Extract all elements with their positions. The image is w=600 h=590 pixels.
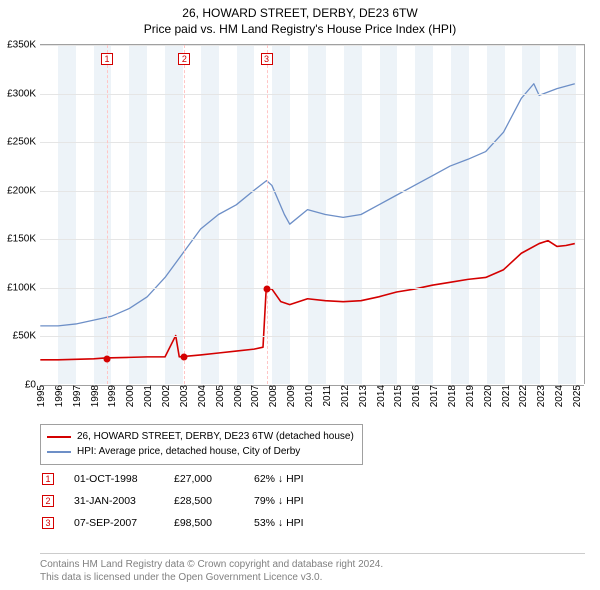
annotation-price: £98,500 <box>174 517 234 529</box>
event-vline <box>184 45 185 384</box>
legend-swatch-property <box>47 436 71 438</box>
annotation-delta: 79% ↓ HPI <box>254 495 304 507</box>
annotation-row: 3 07-SEP-2007 £98,500 53% ↓ HPI <box>40 512 304 534</box>
event-marker-box: 1 <box>101 53 113 65</box>
event-vline <box>107 45 108 384</box>
x-axis-label: 1996 <box>54 385 57 407</box>
x-axis-label: 1997 <box>72 385 75 407</box>
x-axis-label: 2021 <box>501 385 504 407</box>
x-axis-label: 2016 <box>411 385 414 407</box>
y-axis-label: £100K <box>2 282 36 293</box>
legend: 26, HOWARD STREET, DERBY, DE23 6TW (deta… <box>40 424 363 465</box>
annotation-table: 1 01-OCT-1998 £27,000 62% ↓ HPI 2 31-JAN-2003… <box>40 468 304 534</box>
x-axis-label: 2025 <box>572 385 575 407</box>
x-axis-label: 1998 <box>90 385 93 407</box>
event-vline <box>267 45 268 384</box>
x-axis-label: 2024 <box>554 385 557 407</box>
event-dot <box>181 354 188 361</box>
gridline-h <box>40 94 584 95</box>
annotation-price: £28,500 <box>174 495 234 507</box>
x-axis-label: 2018 <box>447 385 450 407</box>
annotation-price: £27,000 <box>174 473 234 485</box>
title-line-1: 26, HOWARD STREET, DERBY, DE23 6TW <box>0 6 600 22</box>
gridline-h <box>40 239 584 240</box>
x-axis-label: 2007 <box>250 385 253 407</box>
y-axis-label: £150K <box>2 234 36 245</box>
event-marker-box: 2 <box>178 53 190 65</box>
x-axis-label: 2004 <box>197 385 200 407</box>
annotation-date: 01-OCT-1998 <box>74 473 154 485</box>
legend-row-property: 26, HOWARD STREET, DERBY, DE23 6TW (deta… <box>47 429 354 444</box>
annotation-box: 1 <box>42 473 54 485</box>
annotation-row: 2 31-JAN-2003 £28,500 79% ↓ HPI <box>40 490 304 512</box>
x-axis-label: 2012 <box>340 385 343 407</box>
x-axis-label: 2010 <box>304 385 307 407</box>
event-dot <box>104 355 111 362</box>
annotation-delta: 62% ↓ HPI <box>254 473 304 485</box>
y-axis-label: £0 <box>2 380 36 391</box>
chart-plot-area: £0£50K£100K£150K£200K£250K£300K£350K1995… <box>40 44 585 384</box>
gridline-h <box>40 336 584 337</box>
annotation-box: 3 <box>42 517 54 529</box>
event-marker-box: 3 <box>261 53 273 65</box>
x-axis-label: 2008 <box>268 385 271 407</box>
gridline-h <box>40 45 584 46</box>
x-axis-label: 2001 <box>143 385 146 407</box>
annotation-box: 2 <box>42 495 54 507</box>
chart-series-line <box>40 241 574 360</box>
x-axis-label: 1995 <box>36 385 39 407</box>
y-axis-label: £50K <box>2 331 36 342</box>
legend-swatch-hpi <box>47 451 71 453</box>
gridline-h <box>40 191 584 192</box>
chart-series-line <box>40 84 574 326</box>
x-axis-label: 1999 <box>107 385 110 407</box>
legend-label-hpi: HPI: Average price, detached house, City… <box>77 444 300 459</box>
footer-line-1: Contains HM Land Registry data © Crown c… <box>40 558 585 571</box>
footer-line-2: This data is licensed under the Open Gov… <box>40 571 585 584</box>
x-axis-label: 2002 <box>161 385 164 407</box>
x-axis-label: 2003 <box>179 385 182 407</box>
gridline-h <box>40 288 584 289</box>
x-axis-label: 2013 <box>358 385 361 407</box>
x-axis-label: 2011 <box>322 385 325 407</box>
y-axis-label: £200K <box>2 185 36 196</box>
annotation-delta: 53% ↓ HPI <box>254 517 304 529</box>
gridline-h <box>40 142 584 143</box>
x-axis-label: 2019 <box>465 385 468 407</box>
y-axis-label: £350K <box>2 40 36 51</box>
x-axis-label: 2017 <box>429 385 432 407</box>
event-dot <box>263 286 270 293</box>
y-axis-label: £250K <box>2 137 36 148</box>
x-axis-label: 2023 <box>536 385 539 407</box>
y-axis-label: £300K <box>2 88 36 99</box>
x-axis-label: 2022 <box>518 385 521 407</box>
annotation-row: 1 01-OCT-1998 £27,000 62% ↓ HPI <box>40 468 304 490</box>
x-axis-label: 2009 <box>286 385 289 407</box>
title-line-2: Price paid vs. HM Land Registry's House … <box>0 22 600 38</box>
x-axis-label: 2005 <box>215 385 218 407</box>
chart-svg <box>40 45 584 384</box>
x-axis-label: 2020 <box>483 385 486 407</box>
annotation-date: 07-SEP-2007 <box>74 517 154 529</box>
x-axis-label: 2000 <box>125 385 128 407</box>
legend-label-property: 26, HOWARD STREET, DERBY, DE23 6TW (deta… <box>77 429 354 444</box>
x-axis-label: 2014 <box>376 385 379 407</box>
x-axis-label: 2006 <box>233 385 236 407</box>
legend-row-hpi: HPI: Average price, detached house, City… <box>47 444 354 459</box>
x-axis-label: 2015 <box>393 385 396 407</box>
footer: Contains HM Land Registry data © Crown c… <box>40 553 585 584</box>
chart-title: 26, HOWARD STREET, DERBY, DE23 6TW Price… <box>0 0 600 37</box>
annotation-date: 31-JAN-2003 <box>74 495 154 507</box>
